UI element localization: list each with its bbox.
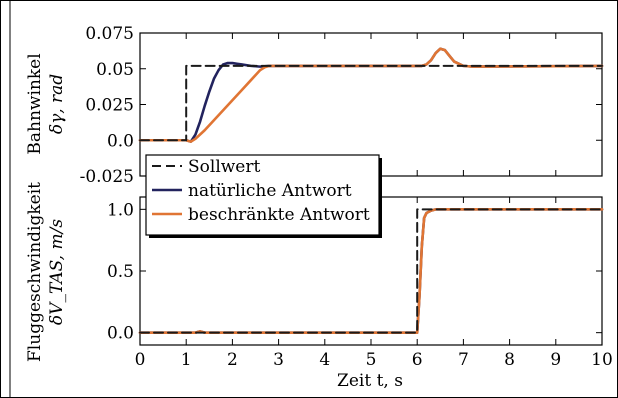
- xtick-label: 8: [504, 350, 515, 370]
- top-ytick-label: 0.075: [85, 24, 134, 44]
- bottom-ytick-label: 0.0: [107, 324, 134, 344]
- xtick-label: 2: [227, 350, 238, 370]
- xtick-label: 5: [366, 350, 377, 370]
- top-series-line: [139, 64, 603, 142]
- top-ytick-label: 0.025: [85, 96, 134, 116]
- xtick-label: 10: [591, 350, 613, 370]
- top-ytick-label: 0.0: [107, 131, 134, 151]
- bottom-ylabel-line2: δV_TAS, m/s: [47, 219, 67, 325]
- legend-label: beschränkte Antwort: [188, 205, 370, 225]
- legend-entries: Sollwert natürliche Antwort beschränkte An…: [152, 157, 370, 225]
- top-ytick-label: -0.025: [80, 167, 134, 187]
- xtick-label: 6: [412, 350, 423, 370]
- top-ylabel-line2: δγ, rad: [47, 74, 67, 134]
- xtick-label: 7: [458, 350, 469, 370]
- top-panel: -0.025 0.0 0.025 0.05 0.075 Bahnwinkel δγ, r…: [25, 24, 604, 187]
- xtick-label: 0: [135, 350, 146, 370]
- top-series-line: [138, 47, 604, 143]
- bottom-series-group: [138, 208, 604, 334]
- bottom-ylabel-line1: Fluggeschwindigkeit: [25, 182, 45, 362]
- bottom-panel: 0.0 0.5 1.0 0 1 2 3 4 5 6 7 8 9 10 Fluggeschwindigkei…: [25, 182, 613, 391]
- bottom-ytick-label: 1.0: [107, 200, 134, 220]
- xtick-label: 9: [550, 350, 561, 370]
- legend: Sollwert natürliche Antwort beschränkte An…: [145, 154, 382, 238]
- bottom-ytick-label: 0.5: [107, 262, 134, 282]
- top-axis-ticks: -0.025 0.0 0.025 0.05 0.075: [80, 24, 603, 187]
- bottom-series-line: [139, 208, 603, 334]
- xtick-label: 4: [319, 350, 330, 370]
- bottom-axis-ticks: 0.0 0.5 1.0 0 1 2 3 4 5 6 7 8 9 10: [107, 197, 613, 370]
- legend-label: natürliche Antwort: [188, 181, 352, 201]
- top-series-group: [138, 47, 604, 143]
- top-series-line: [138, 47, 604, 143]
- top-ytick-label: 0.05: [96, 60, 134, 80]
- legend-label: Sollwert: [188, 157, 260, 177]
- x-axis-label: Zeit t, s: [337, 371, 403, 391]
- xtick-label: 1: [181, 350, 192, 370]
- top-ylabel-line1: Bahnwinkel: [25, 53, 45, 154]
- xtick-label: 3: [273, 350, 284, 370]
- legend-box: [145, 154, 380, 236]
